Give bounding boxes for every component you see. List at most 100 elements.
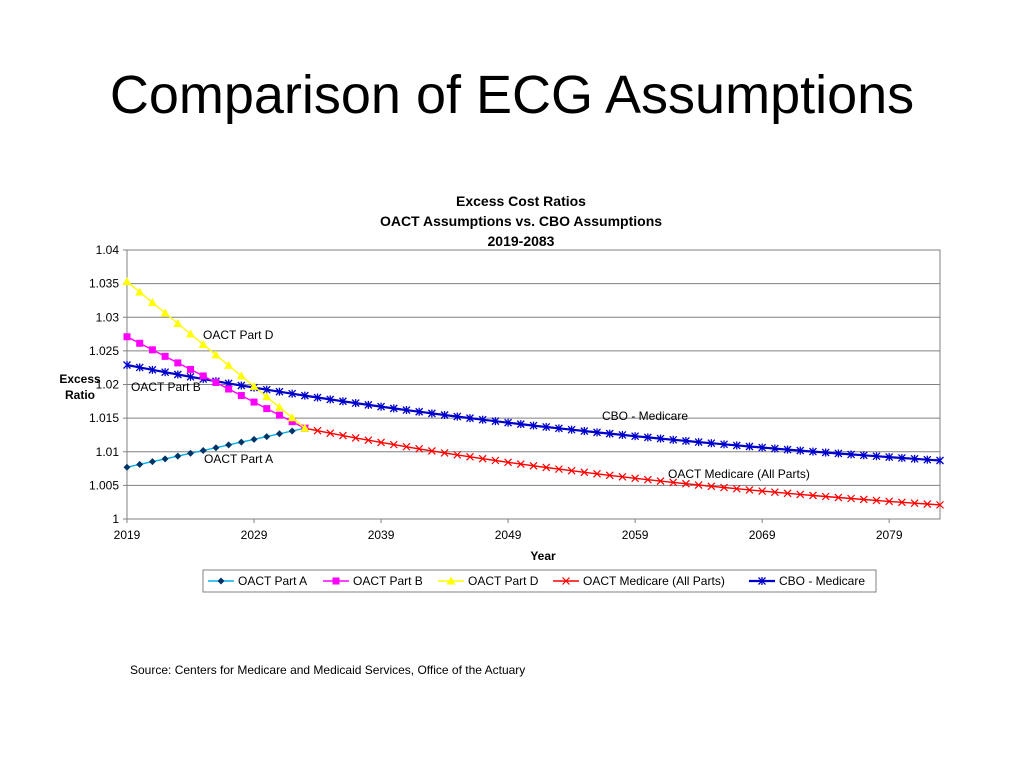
data-point <box>160 308 170 317</box>
data-point <box>809 447 817 456</box>
data-point <box>562 577 570 585</box>
data-point <box>478 415 487 424</box>
marker-stroke <box>466 452 474 461</box>
marker-stroke <box>643 475 652 484</box>
x-tick-label: 2039 <box>368 528 395 542</box>
marker-stroke <box>682 479 690 488</box>
legend-item: OACT Part D <box>438 574 539 588</box>
data-point <box>681 436 690 445</box>
data-point <box>859 495 868 504</box>
y-tick-label: 1.035 <box>89 277 119 291</box>
data-point <box>187 365 195 373</box>
data-point <box>217 577 225 585</box>
data-point <box>593 428 601 437</box>
data-point <box>225 441 233 449</box>
data-point <box>669 478 678 487</box>
y-tick-label: 1.02 <box>96 378 120 392</box>
marker-stroke <box>516 460 525 468</box>
marker-stroke <box>821 492 830 501</box>
data-point <box>427 446 436 455</box>
data-point <box>516 420 525 429</box>
y-axis-label-line-2: Ratio <box>65 388 95 402</box>
data-point <box>225 385 233 393</box>
data-point <box>631 474 640 483</box>
data-point <box>682 479 690 488</box>
marker-stroke <box>872 496 881 505</box>
data-point <box>237 438 245 446</box>
data-point <box>783 445 792 454</box>
data-point <box>491 417 500 426</box>
x-tick-label: 2069 <box>749 528 776 542</box>
data-point <box>440 448 449 457</box>
data-point <box>364 400 373 409</box>
annotation-part-a: OACT Part A <box>204 452 273 466</box>
data-point <box>174 452 182 460</box>
data-point <box>466 452 474 461</box>
marker-stroke <box>453 450 462 459</box>
data-point <box>326 429 335 438</box>
marker-stroke <box>478 454 487 463</box>
marker-stroke <box>809 491 817 500</box>
x-tick-label: 2079 <box>876 528 903 542</box>
data-point <box>770 488 779 497</box>
data-point <box>847 494 856 503</box>
data-point <box>263 433 271 441</box>
data-point <box>720 483 728 492</box>
data-point <box>656 477 665 485</box>
x-tick-label: 2049 <box>495 528 522 542</box>
data-point <box>605 429 614 438</box>
marker-stroke <box>605 471 614 480</box>
chart-title-line-1: Excess Cost Ratios <box>456 193 586 209</box>
data-point <box>758 443 767 452</box>
data-point <box>198 339 208 348</box>
data-point <box>453 412 462 421</box>
chart: Excess Cost Ratios OACT Assumptions vs. … <box>0 185 1024 605</box>
data-point <box>605 471 614 480</box>
data-point <box>796 446 805 455</box>
data-point <box>300 423 310 432</box>
data-point <box>136 339 144 347</box>
data-point <box>809 491 817 500</box>
marker-stroke <box>770 488 779 497</box>
data-point <box>897 453 906 462</box>
data-point <box>313 426 322 435</box>
marker-stroke <box>783 489 792 498</box>
data-point <box>504 458 513 467</box>
annotation-cbo: CBO - Medicare <box>602 409 688 423</box>
annotation-part-b: OACT Part B <box>131 380 201 394</box>
data-point <box>287 413 297 422</box>
marker-stroke <box>326 429 335 438</box>
data-point <box>250 398 258 406</box>
legend-label: OACT Medicare (All Parts) <box>583 574 725 588</box>
data-point <box>643 475 652 484</box>
data-point <box>212 378 220 386</box>
data-point <box>834 493 843 502</box>
marker-stroke <box>504 458 513 467</box>
legend-item: OACT Part A <box>208 574 307 588</box>
data-point <box>580 427 589 436</box>
data-point <box>745 442 754 451</box>
marker-stroke <box>580 468 589 477</box>
data-point <box>440 410 449 419</box>
y-tick-label: 1.025 <box>89 344 119 358</box>
data-point <box>758 577 766 585</box>
data-point <box>136 460 144 468</box>
data-point <box>504 418 513 427</box>
marker-stroke <box>313 426 322 435</box>
marker-stroke <box>562 577 570 585</box>
data-point <box>821 492 830 501</box>
data-point <box>453 450 462 459</box>
x-tick-label: 2019 <box>114 528 141 542</box>
marker-stroke <box>669 478 678 487</box>
y-tick-label: 1.005 <box>89 478 119 492</box>
data-point <box>332 577 340 585</box>
data-point <box>148 365 157 374</box>
data-point <box>274 402 284 411</box>
y-axis-ticks: 1 1.005 1.01 1.015 1.02 1.025 1.03 1.035 1.04 <box>89 243 127 526</box>
y-tick-label: 1.03 <box>96 310 120 324</box>
data-point <box>885 453 894 462</box>
data-point <box>275 387 284 396</box>
data-point <box>300 391 309 400</box>
series-cbo-medicare <box>123 360 944 465</box>
data-point <box>859 451 868 460</box>
